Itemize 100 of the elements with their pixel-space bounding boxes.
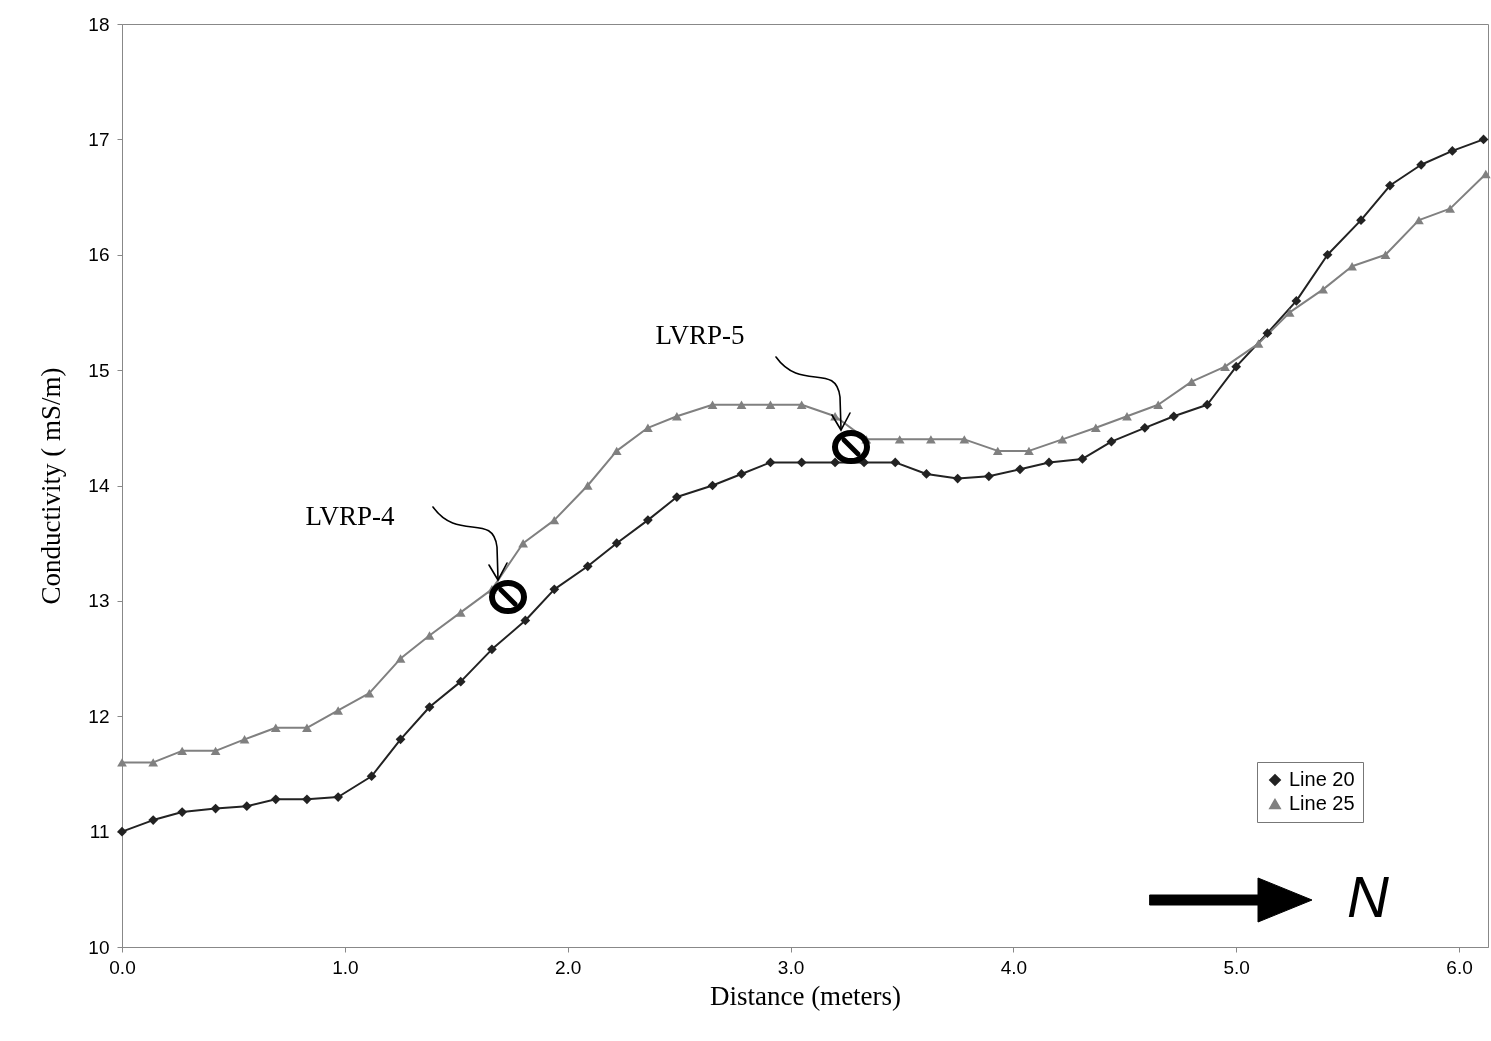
point <box>1202 399 1213 410</box>
point <box>736 400 747 409</box>
point <box>210 803 221 814</box>
point <box>643 423 653 433</box>
point <box>582 561 593 572</box>
point <box>1447 146 1458 156</box>
point <box>302 794 312 805</box>
y-tick-label: 13 <box>88 590 110 612</box>
legend-label: Line 25 <box>1289 792 1355 814</box>
point <box>1347 262 1357 271</box>
point <box>1445 204 1455 213</box>
annotation: LVRP-4 <box>305 501 396 531</box>
x-tick-label: 3.0 <box>777 956 805 978</box>
point <box>796 400 807 409</box>
point <box>364 688 375 698</box>
point <box>270 794 281 805</box>
point <box>1253 339 1264 348</box>
y-tick-label: 14 <box>88 475 110 496</box>
point <box>1284 308 1295 317</box>
point <box>520 615 531 626</box>
point <box>270 723 281 733</box>
point <box>1220 362 1230 371</box>
point <box>487 644 497 655</box>
point <box>796 457 807 468</box>
point <box>736 469 747 479</box>
point <box>395 734 406 745</box>
y-tick-label: 11 <box>89 821 110 843</box>
point <box>952 473 963 484</box>
y-tick-label: 18 <box>88 13 110 35</box>
y-tick-label: 12 <box>88 705 110 727</box>
x-tick-label: 5.0 <box>1223 956 1250 978</box>
point <box>1356 215 1366 226</box>
point <box>983 471 994 482</box>
point <box>1478 134 1489 145</box>
point <box>1106 436 1117 447</box>
point <box>894 435 905 444</box>
point <box>177 746 188 756</box>
point <box>582 481 593 490</box>
point <box>1024 446 1034 456</box>
point <box>455 676 466 687</box>
point <box>1186 377 1197 386</box>
y-axis-title: Conductivity ( mS/m) <box>36 367 67 605</box>
point <box>210 746 221 756</box>
legend-label: Line 20 <box>1289 768 1355 790</box>
point <box>241 801 252 812</box>
point <box>1139 422 1150 433</box>
annotation: N <box>1347 864 1390 929</box>
point <box>549 515 560 525</box>
x-tick-label: 1.0 <box>332 956 359 978</box>
point <box>1322 249 1333 260</box>
x-tick-label: 2.0 <box>554 956 582 978</box>
point <box>177 807 188 817</box>
point <box>1231 361 1242 372</box>
point <box>333 792 344 802</box>
point <box>117 758 127 767</box>
point <box>117 826 127 837</box>
annotation: LVRP-5 <box>655 320 745 350</box>
point <box>611 446 622 456</box>
point <box>1416 159 1427 170</box>
point <box>1318 285 1328 294</box>
point <box>926 435 936 444</box>
x-axis-title: Distance (meters) <box>709 980 902 1011</box>
point <box>611 538 622 549</box>
point <box>959 435 970 444</box>
point <box>455 608 466 617</box>
point <box>1480 169 1491 179</box>
point <box>1015 464 1025 475</box>
point <box>424 631 435 640</box>
point <box>671 492 682 502</box>
y-tick-label: 16 <box>88 244 110 266</box>
point <box>1262 328 1273 339</box>
point <box>1168 411 1179 422</box>
point <box>1057 435 1068 444</box>
y-tick-label: 10 <box>88 936 110 958</box>
point <box>302 723 312 733</box>
point <box>1153 400 1164 409</box>
point <box>1380 250 1391 259</box>
point <box>239 735 250 744</box>
x-tick-label: 0.0 <box>109 956 136 978</box>
point <box>707 400 718 409</box>
point <box>1385 180 1395 191</box>
point <box>992 446 1003 456</box>
point <box>518 538 528 548</box>
point <box>424 702 435 712</box>
point <box>890 457 901 468</box>
point <box>1090 423 1101 433</box>
point <box>549 584 560 595</box>
point <box>1077 454 1088 464</box>
point <box>366 771 377 782</box>
y-tick-label: 15 <box>88 359 110 381</box>
point <box>765 400 776 409</box>
point <box>830 457 840 468</box>
point <box>643 515 653 525</box>
point <box>148 758 159 767</box>
point <box>395 654 406 663</box>
x-tick-label: 4.0 <box>1000 956 1028 978</box>
point <box>1291 296 1302 306</box>
point <box>1044 457 1054 468</box>
point <box>333 706 344 715</box>
y-tick-label: 17 <box>88 128 110 150</box>
